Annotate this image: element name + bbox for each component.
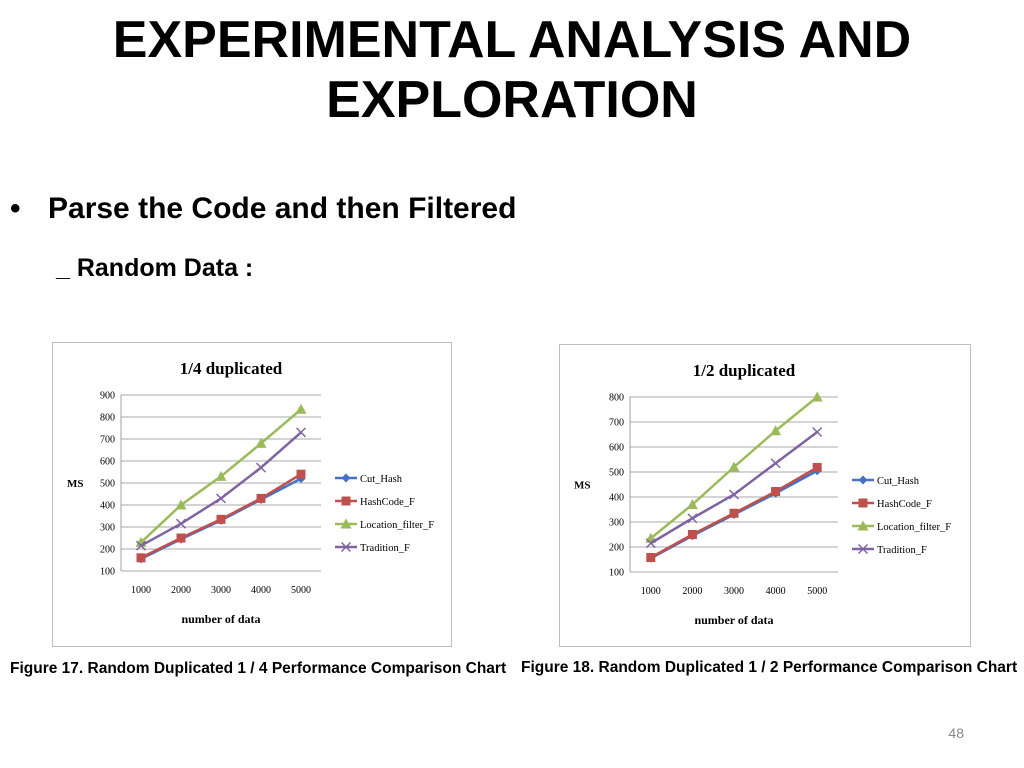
y-tick-label: 300 (100, 523, 115, 534)
legend-marker (857, 543, 869, 555)
legend-marker (341, 496, 351, 506)
y-tick-label: 400 (609, 493, 624, 504)
data-point (728, 461, 740, 472)
y-axis-label: MS (67, 478, 84, 490)
data-point (687, 513, 698, 524)
data-point (255, 437, 267, 448)
legend-marker (340, 518, 352, 529)
bullet-icon: • (10, 192, 21, 225)
data-point (175, 518, 187, 529)
y-axis-label: MS (574, 480, 591, 492)
data-point (176, 533, 186, 543)
legend-marker (341, 473, 351, 483)
data-point (811, 391, 823, 402)
page-number: 48 (948, 725, 964, 741)
x-axis-label: number of data (181, 612, 260, 626)
y-tick-label: 800 (609, 393, 624, 404)
slide-title: EXPERIMENTAL ANALYSIS AND EXPLORATION (0, 10, 1024, 130)
legend-label: Tradition_F (360, 543, 410, 554)
x-tick-label: 1000 (641, 586, 661, 597)
slide-title-line2: EXPLORATION (326, 71, 698, 129)
bullet-item: • Parse the Code and then Filtered (10, 190, 516, 228)
data-point (296, 469, 306, 479)
x-tick-label: 4000 (766, 586, 786, 597)
chart-panel-1: 1/4 duplicated 100 200 300 400 500 600 700 800 90… (52, 342, 452, 647)
y-tick-label: 800 (100, 413, 115, 424)
legend-marker (858, 475, 868, 485)
y-tick-label: 200 (100, 545, 115, 556)
data-point (175, 499, 187, 510)
data-point (135, 540, 147, 551)
y-tick-label: 400 (100, 501, 115, 512)
data-point (770, 458, 781, 469)
data-point (256, 493, 266, 503)
y-tick-label: 600 (100, 457, 115, 468)
data-point (295, 427, 307, 438)
y-tick-label: 600 (609, 443, 624, 454)
figure-caption-18: Figure 18. Random Duplicated 1 / 2 Perfo… (521, 659, 1018, 676)
legend-label: Cut_Hash (877, 476, 920, 487)
legend-marker (340, 541, 352, 553)
legend-label: HashCode_F (360, 497, 415, 508)
chart-title: 1/4 duplicated (180, 359, 283, 378)
data-point (215, 470, 227, 481)
legend-label: Location_filter_F (877, 522, 951, 533)
data-point (255, 462, 267, 473)
data-point (728, 489, 740, 500)
y-tick-label: 500 (609, 468, 624, 479)
data-point (645, 538, 656, 549)
x-tick-label: 5000 (807, 586, 827, 597)
legend-marker (857, 520, 869, 531)
data-point (136, 553, 146, 563)
y-tick-label: 100 (609, 568, 624, 579)
figure-caption-17: Figure 17. Random Duplicated 1 / 4 Perfo… (10, 660, 507, 677)
x-tick-label: 2000 (682, 586, 702, 597)
y-tick-label: 500 (100, 479, 115, 490)
sub-bullet-text: _ Random Data : (56, 254, 254, 282)
legend-label: Location_filter_F (360, 520, 434, 531)
x-tick-label: 5000 (291, 585, 311, 596)
y-tick-label: 700 (100, 435, 115, 446)
bullet-text: Parse the Code and then Filtered (48, 192, 517, 225)
chart-title: 1/2 duplicated (693, 361, 796, 380)
series-line (650, 431, 818, 545)
data-point (295, 403, 307, 414)
y-tick-label: 300 (609, 518, 624, 529)
data-point (686, 499, 698, 509)
data-point (812, 426, 823, 438)
y-tick-label: 700 (609, 418, 624, 429)
x-tick-label: 4000 (251, 585, 271, 596)
chart-1-svg: 1/4 duplicated 100 200 300 400 500 600 700 800 90… (67, 359, 434, 626)
legend-label: Cut_Hash (360, 474, 403, 485)
x-tick-label: 3000 (211, 585, 231, 596)
data-point (646, 553, 656, 562)
data-point (687, 530, 697, 539)
data-point (771, 487, 781, 496)
legend-marker (858, 498, 868, 508)
data-point (216, 514, 226, 524)
x-tick-label: 1000 (131, 585, 151, 596)
data-point (215, 493, 227, 504)
legend-label: HashCode_F (877, 499, 932, 510)
x-tick-label: 3000 (724, 586, 744, 597)
y-tick-label: 100 (100, 567, 115, 578)
x-axis-label: number of data (694, 613, 773, 627)
chart-panel-2: 1/2 duplicated 100 200 300 400 500 600 700 800 10… (559, 344, 971, 647)
data-point (729, 508, 739, 518)
slide-title-line1: EXPERIMENTAL ANALYSIS AND (112, 11, 912, 69)
data-point (770, 425, 782, 436)
y-tick-label: 900 (100, 391, 115, 402)
x-tick-label: 2000 (171, 585, 191, 596)
y-tick-label: 200 (609, 543, 624, 554)
legend-label: Tradition_F (877, 545, 927, 556)
chart-2-svg: 1/2 duplicated 100 200 300 400 500 600 700 800 10… (574, 361, 951, 627)
data-point (812, 463, 822, 472)
